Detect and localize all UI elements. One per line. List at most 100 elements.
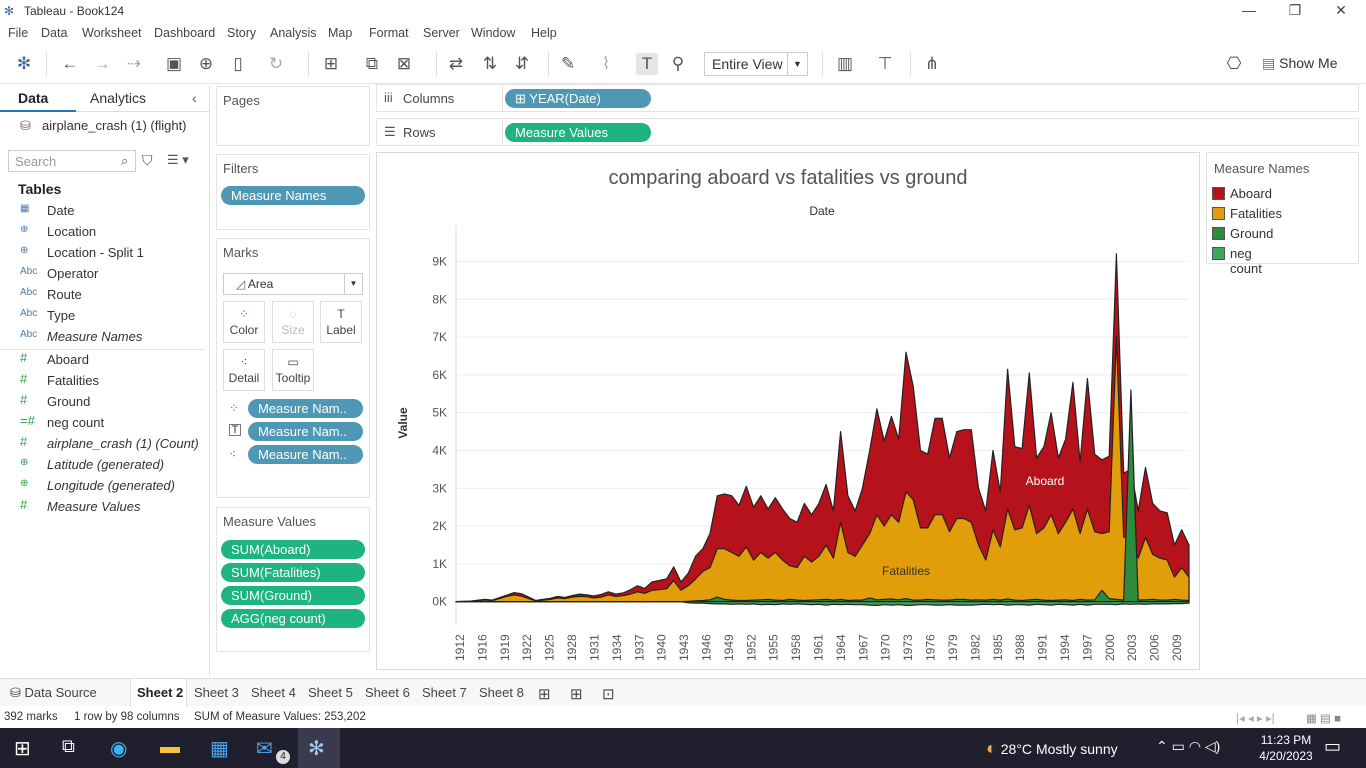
swap-rows-columns-icon[interactable]: ⇄	[448, 54, 464, 73]
filters-card[interactable]: Filters Measure Names	[216, 154, 370, 230]
presentation-mode-icon[interactable]: ⊤	[877, 54, 893, 73]
field-aboard[interactable]: # Aboard	[0, 350, 205, 370]
label-button[interactable]: T Label	[320, 301, 362, 343]
field-airplane-crash-1-count[interactable]: # airplane_crash (1) (Count)	[0, 434, 205, 454]
rows-pill-measure-values[interactable]: Measure Values	[505, 123, 651, 142]
tableau-taskbar-icon[interactable]: ✻	[308, 738, 325, 760]
menu-file[interactable]: File	[8, 26, 29, 40]
paint-icon[interactable]: ⎔	[1226, 54, 1242, 73]
marks-pill-label[interactable]: Measure Nam..	[248, 422, 363, 441]
redo-icon[interactable]: →	[93, 54, 111, 73]
marks-pill-detail[interactable]: Measure Nam..	[248, 445, 363, 464]
sort-descending-icon[interactable]: ⇵	[514, 54, 530, 73]
menu-data[interactable]: Data	[41, 26, 68, 40]
menu-worksheet[interactable]: Worksheet	[82, 26, 142, 40]
tab-sheet-8[interactable]: Sheet 8	[479, 685, 524, 700]
view-size-select[interactable]: Entire View ▼	[704, 52, 808, 76]
pause-updates-icon[interactable]: ▯	[233, 54, 243, 73]
menu-story[interactable]: Story	[227, 26, 257, 40]
menu-dashboard[interactable]: Dashboard	[154, 26, 216, 40]
columns-shelf[interactable]: iii Columns ⊞ YEAR(Date)	[376, 84, 1359, 112]
field-location-split-1[interactable]: ⊕ Location - Split 1	[0, 243, 205, 263]
save-icon[interactable]: ▣	[165, 54, 183, 73]
menu-help[interactable]: Help	[531, 26, 557, 40]
mail-icon[interactable]: ✉	[256, 738, 273, 760]
rows-shelf[interactable]: ☰ Rows Measure Values	[376, 118, 1359, 146]
field-type[interactable]: Abc Type	[0, 306, 205, 326]
duplicate-sheet-icon[interactable]: ⧉	[365, 54, 379, 73]
share-icon[interactable]: ⋔	[924, 54, 940, 73]
highlight-icon[interactable]: ✎	[560, 54, 576, 73]
tab-sheet-6[interactable]: Sheet 6	[365, 685, 410, 700]
file-explorer-icon[interactable]: ▬	[160, 736, 180, 758]
show-cards-icon[interactable]: ▥	[836, 54, 854, 73]
search-input[interactable]: Search ⌕	[8, 150, 136, 172]
menu-format[interactable]: Format	[369, 26, 409, 40]
refresh-icon[interactable]: ↻	[268, 54, 284, 73]
field-neg-count[interactable]: =# neg count	[0, 413, 205, 433]
tab-data[interactable]: Data	[18, 90, 49, 106]
field-measure-values[interactable]: # Measure Values	[0, 497, 205, 517]
filter-pill-measure-names[interactable]: Measure Names	[221, 186, 365, 205]
field-measure-names[interactable]: Abc Measure Names	[0, 327, 205, 347]
field-longitude-generated[interactable]: ⊕ Longitude (generated)	[0, 476, 205, 496]
fix-axes-icon[interactable]: ⚲	[671, 54, 685, 73]
measure-pill-aboard[interactable]: SUM(Aboard)	[221, 540, 365, 559]
field-operator[interactable]: Abc Operator	[0, 264, 205, 284]
new-worksheet-icon[interactable]: ⊞	[538, 686, 551, 703]
menu-window[interactable]: Window	[471, 26, 516, 40]
replay-icon[interactable]: ⇢	[126, 54, 142, 73]
field-ground[interactable]: # Ground	[0, 392, 205, 412]
menu-map[interactable]: Map	[328, 26, 353, 40]
measure-pill-ground[interactable]: SUM(Ground)	[221, 586, 365, 605]
field-location[interactable]: ⊕ Location	[0, 222, 205, 242]
close-button[interactable]: ✕	[1335, 2, 1347, 18]
new-dashboard-icon[interactable]: ⊞	[570, 686, 583, 703]
tab-sheet-2[interactable]: Sheet 2	[137, 685, 184, 700]
columns-pill-year-date[interactable]: ⊞ YEAR(Date)	[505, 89, 651, 108]
show-mark-labels-icon[interactable]: T	[636, 53, 658, 75]
undo-icon[interactable]: ←	[61, 54, 79, 73]
new-datasource-icon[interactable]: ⊕	[198, 54, 214, 73]
tableau-home-icon[interactable]: ✻	[16, 54, 32, 73]
collapse-pane-icon[interactable]: ‹	[192, 90, 197, 106]
color-button[interactable]: ⁘ Color	[223, 301, 265, 343]
edge-icon[interactable]: ◉	[110, 738, 128, 760]
task-view-icon[interactable]: ⧉	[62, 736, 75, 756]
tab-sheet-7[interactable]: Sheet 7	[422, 685, 467, 700]
menu-server[interactable]: Server	[423, 26, 460, 40]
clear-sheet-icon[interactable]: ⊠	[396, 54, 412, 73]
marks-pill-color[interactable]: Measure Nam..	[248, 399, 363, 418]
minimize-button[interactable]: —	[1242, 2, 1256, 18]
menu-analysis[interactable]: Analysis	[270, 26, 317, 40]
new-worksheet-icon[interactable]: ⊞	[323, 54, 339, 73]
sort-ascending-icon[interactable]: ⇅	[482, 54, 498, 73]
tray-icons[interactable]: ⌃ ▭ ◠ ◁)	[1156, 738, 1221, 754]
tab-sheet-4[interactable]: Sheet 4	[251, 685, 296, 700]
grid-view-icon[interactable]: ▦ ▤ ■	[1306, 713, 1342, 725]
detail-button[interactable]: ⁖ Detail	[223, 349, 265, 391]
field-route[interactable]: Abc Route	[0, 285, 205, 305]
datasource-tab[interactable]: ⛁ Data Source	[10, 685, 97, 700]
tab-sheet-5[interactable]: Sheet 5	[308, 685, 353, 700]
clock[interactable]: 11:23 PM 4/20/2023	[1258, 732, 1314, 764]
datasource-name[interactable]: airplane_crash (1) (flight)	[42, 118, 187, 133]
tooltip-button[interactable]: ▭ Tooltip	[272, 349, 314, 391]
store-icon[interactable]: ▦	[210, 738, 229, 760]
maximize-button[interactable]: ❐	[1288, 2, 1302, 18]
measure-pill-fatalities[interactable]: SUM(Fatalities)	[221, 563, 365, 582]
nav-first-icon[interactable]: |◂ ◂ ▸ ▸|	[1236, 713, 1275, 725]
new-story-icon[interactable]: ⊡	[602, 686, 615, 703]
mark-type-select[interactable]: ◿ Area ▼	[223, 273, 363, 295]
weather-widget[interactable]: ◐ 28°C Mostly sunny	[986, 738, 1118, 759]
show-me-button[interactable]: ▤ Show Me	[1262, 55, 1337, 72]
filter-icon[interactable]: ⛉	[142, 152, 153, 168]
group-members-icon[interactable]: ⌇	[601, 54, 611, 73]
field-date[interactable]: ▦ Date	[0, 201, 205, 221]
tab-sheet-3[interactable]: Sheet 3	[194, 685, 239, 700]
notifications-icon[interactable]: ▭	[1324, 736, 1342, 756]
windows-start-icon[interactable]: ⊞	[14, 738, 31, 760]
measure-pill-neg-count[interactable]: AGG(neg count)	[221, 609, 365, 628]
tab-analytics[interactable]: Analytics	[90, 90, 147, 106]
pages-card[interactable]: Pages	[216, 86, 370, 146]
